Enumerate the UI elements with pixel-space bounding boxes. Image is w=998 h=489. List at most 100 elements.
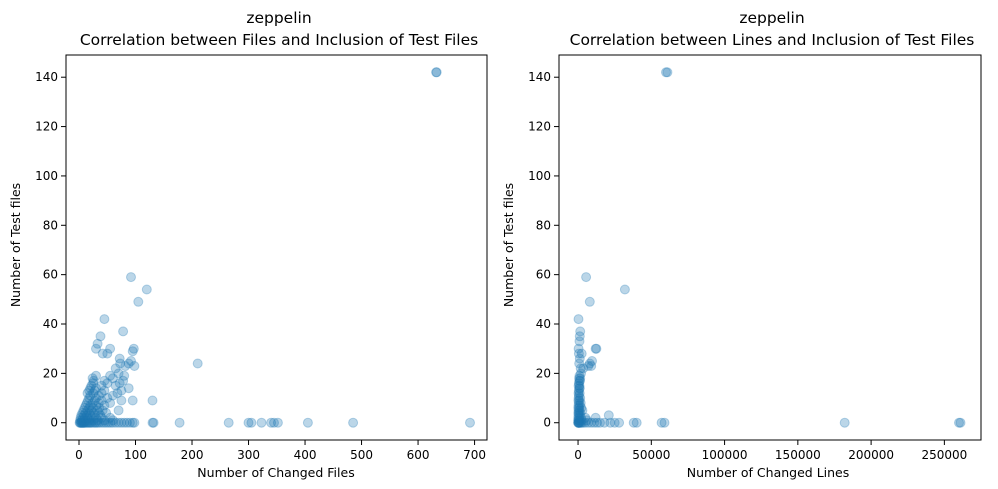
- scatter-point: [123, 358, 134, 369]
- scatter-point: [127, 346, 138, 357]
- scatter-point: [575, 373, 586, 384]
- scatter-point: [147, 417, 158, 428]
- scatter-point: [659, 417, 670, 428]
- scatter-point: [85, 400, 96, 411]
- scatter-point: [575, 326, 586, 337]
- scatter-point: [88, 415, 99, 426]
- y-tick-label: 20: [43, 366, 58, 380]
- scatter-point: [573, 314, 584, 325]
- scatter-point: [124, 417, 135, 428]
- scatter-point: [573, 380, 584, 391]
- scatter-point: [97, 348, 108, 359]
- scatter-point: [573, 412, 584, 423]
- y-axis-label: Number of Test files: [8, 183, 23, 307]
- scatter-point: [587, 356, 597, 366]
- scatter-point: [578, 417, 589, 428]
- scatter-point: [573, 417, 584, 428]
- scatter-point: [272, 417, 283, 428]
- scatter-point: [127, 417, 138, 428]
- scatter-point: [81, 398, 92, 408]
- scatter-point: [99, 375, 110, 386]
- scatter-point: [80, 407, 91, 418]
- scatter-point: [103, 417, 114, 428]
- scatter-point: [93, 407, 104, 418]
- scatter-point: [662, 67, 673, 78]
- scatter-point: [82, 405, 93, 416]
- scatter-point: [576, 417, 587, 428]
- scatter-point: [573, 415, 584, 426]
- scatter-point: [573, 402, 584, 413]
- chart-title: zeppelin: [739, 9, 804, 27]
- scatter-point: [590, 412, 601, 423]
- scatter-point: [575, 363, 586, 374]
- x-tick-label: 200: [181, 448, 204, 462]
- scatter-point: [114, 378, 125, 389]
- scatter-point: [88, 417, 99, 428]
- scatter-point: [574, 373, 585, 384]
- scatter-point: [105, 343, 116, 354]
- y-tick-label: 100: [35, 169, 58, 183]
- scatter-point: [96, 388, 107, 399]
- scatter-point: [573, 405, 584, 416]
- scatter-point: [96, 412, 107, 423]
- scatter-point: [105, 398, 116, 408]
- scatter-point: [76, 415, 87, 426]
- scatter-point: [92, 417, 103, 428]
- scatter-point: [107, 390, 118, 401]
- scatter-point: [595, 417, 605, 428]
- scatter-point: [84, 415, 95, 426]
- scatter-point: [77, 407, 88, 418]
- y-tick-label: 120: [528, 120, 551, 134]
- x-tick-label: 0: [75, 448, 83, 462]
- y-axis-ticks: 0 20 40 60 80 100 120 140: [528, 70, 559, 430]
- scatter-point: [86, 412, 97, 423]
- scatter-point: [80, 415, 91, 426]
- y-tick-label: 0: [50, 416, 58, 430]
- scatter-point: [113, 368, 124, 379]
- scatter-point: [192, 358, 203, 369]
- scatter-point: [83, 417, 93, 428]
- scatter-point: [84, 393, 95, 403]
- scatter-point: [77, 417, 88, 428]
- scatter-point: [573, 407, 584, 418]
- scatter-point: [107, 417, 118, 428]
- x-tick-label: 600: [407, 448, 430, 462]
- x-tick-label: 200000: [848, 448, 894, 462]
- scatter-point: [302, 417, 313, 428]
- x-tick-label: 250000: [921, 448, 967, 462]
- scatter-point: [120, 361, 131, 371]
- scatter-point: [91, 417, 101, 428]
- scatter-point: [573, 415, 584, 426]
- scatter-point: [80, 412, 91, 423]
- scatter-point: [94, 417, 105, 428]
- scatter-point: [102, 378, 113, 389]
- scatter-point: [574, 402, 585, 413]
- scatter-point: [91, 370, 101, 381]
- scatter-point: [89, 395, 100, 406]
- scatter-point: [614, 417, 625, 428]
- chart-subtitle: Correlation between Files and Inclusion …: [80, 31, 478, 49]
- scatter-point: [86, 405, 97, 416]
- scatter-point: [147, 395, 158, 406]
- scatter-point: [266, 417, 277, 428]
- scatter-point: [85, 383, 96, 394]
- scatter-point: [574, 331, 585, 342]
- scatter-point: [573, 378, 584, 389]
- scatter-point: [85, 410, 96, 421]
- y-tick-label: 140: [35, 70, 58, 84]
- scatter-point: [119, 417, 130, 428]
- scatter-point: [80, 417, 91, 428]
- scatter-point: [116, 385, 127, 396]
- scatter-point: [119, 370, 130, 381]
- scatter-point: [573, 343, 584, 354]
- scatter-point: [590, 343, 601, 354]
- scatter-point: [128, 343, 139, 354]
- scatter-point: [605, 417, 616, 428]
- scatter-point: [107, 373, 118, 384]
- scatter-point: [110, 417, 121, 428]
- scatter-point: [246, 417, 257, 428]
- scatter-point: [99, 385, 110, 396]
- scatter-point: [575, 393, 586, 403]
- scatter-point: [574, 383, 585, 394]
- scatter-point: [574, 412, 585, 423]
